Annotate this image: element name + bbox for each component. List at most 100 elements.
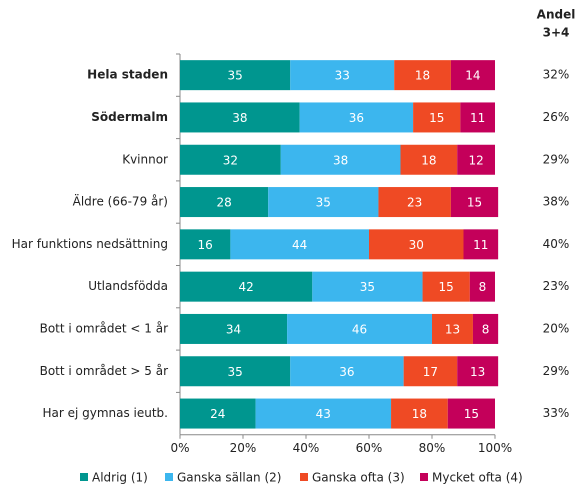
data-label: 36 — [339, 365, 354, 379]
bar-segment — [450, 60, 495, 91]
data-label: 42 — [239, 280, 254, 294]
bar-segment — [463, 229, 499, 260]
bar-segment — [230, 229, 369, 260]
data-label: 35 — [227, 69, 242, 83]
bar-segment — [180, 102, 300, 133]
legend-swatch — [420, 473, 428, 481]
legend-label: Ganska ofta (3) — [312, 471, 405, 485]
bar-segment — [432, 313, 473, 344]
bar-segment — [180, 398, 256, 429]
bar-segment — [280, 144, 401, 175]
data-label: 16 — [198, 238, 213, 252]
category-label: Utlandsfödda — [88, 279, 168, 293]
bar-segment — [180, 271, 313, 302]
category-label: Har funktions nedsättning — [12, 237, 168, 251]
bar-segment — [290, 60, 395, 91]
bar-segment — [403, 356, 458, 387]
legend-label: Aldrig (1) — [92, 471, 148, 485]
share-title: 3+4 — [543, 26, 570, 40]
bar-segment — [450, 187, 499, 218]
bar-segment — [180, 356, 291, 387]
data-label: 43 — [316, 407, 331, 421]
category-label: Bott i området > 5 år — [40, 364, 168, 378]
share-label: 29% — [543, 152, 570, 166]
share-label: 29% — [543, 364, 570, 378]
bar-segment — [447, 398, 495, 429]
data-label: 35 — [227, 365, 242, 379]
bar-segment — [460, 102, 495, 133]
bar-segment — [290, 356, 404, 387]
bar-segment — [457, 144, 495, 175]
category-label: Bott i området < 1 år — [40, 321, 168, 335]
category-label: Södermalm — [91, 110, 168, 124]
data-label: 14 — [465, 69, 480, 83]
bar-segment — [268, 187, 379, 218]
x-tick-label: 40% — [293, 441, 320, 455]
data-label: 38 — [333, 153, 348, 167]
x-tick-label: 20% — [230, 441, 257, 455]
share-label: 40% — [543, 237, 570, 251]
bar-segment — [180, 313, 288, 344]
data-label: 15 — [429, 111, 444, 125]
data-label: 12 — [468, 153, 483, 167]
category-label: Har ej gymnas ieutb. — [42, 406, 168, 420]
data-label: 13 — [470, 365, 485, 379]
legend-label: Ganska sällan (2) — [177, 471, 281, 485]
data-label: 24 — [210, 407, 225, 421]
data-label: 38 — [232, 111, 247, 125]
bar-segment — [378, 187, 451, 218]
legend-swatch — [165, 473, 173, 481]
bar-segment — [312, 271, 423, 302]
data-label: 33 — [335, 69, 350, 83]
x-tick-label: 80% — [419, 441, 446, 455]
bar-segment — [255, 398, 392, 429]
bar-segment — [400, 144, 458, 175]
x-tick-label: 100% — [478, 441, 512, 455]
x-tick-label: 60% — [356, 441, 383, 455]
share-label: 20% — [543, 321, 570, 335]
legend-swatch — [80, 473, 88, 481]
share-label: 32% — [543, 68, 570, 82]
bar-segment — [180, 187, 269, 218]
bar-segment — [180, 229, 231, 260]
bar-segment — [472, 313, 499, 344]
bar-segment — [180, 60, 291, 91]
data-label: 35 — [360, 280, 375, 294]
data-label: 18 — [412, 407, 427, 421]
data-label: 28 — [216, 196, 231, 210]
data-label: 13 — [445, 322, 460, 336]
data-label: 23 — [407, 196, 422, 210]
share-label: 26% — [543, 110, 570, 124]
bar-segment — [391, 398, 448, 429]
bar-segment — [394, 60, 451, 91]
data-label: 30 — [409, 238, 424, 252]
bar-segment — [299, 102, 414, 133]
data-label: 17 — [423, 365, 438, 379]
data-label: 44 — [292, 238, 307, 252]
legend-label: Mycket ofta (4) — [432, 471, 523, 485]
data-label: 15 — [464, 407, 479, 421]
data-label: 8 — [482, 322, 490, 336]
data-label: 32 — [223, 153, 238, 167]
share-label: 23% — [543, 279, 570, 293]
data-label: 15 — [439, 280, 454, 294]
category-label: Hela staden — [87, 68, 168, 82]
bar-segment — [413, 102, 461, 133]
share-label: 33% — [543, 406, 570, 420]
bar-segment — [369, 229, 464, 260]
bar-segment — [469, 271, 495, 302]
data-label: 11 — [470, 111, 485, 125]
category-label: Kvinnor — [122, 152, 168, 166]
data-label: 34 — [226, 322, 241, 336]
data-label: 11 — [473, 238, 488, 252]
data-label: 46 — [352, 322, 367, 336]
data-label: 18 — [421, 153, 436, 167]
category-label: Äldre (66-79 år) — [73, 194, 168, 209]
share-title: Andel — [537, 8, 576, 22]
bar-segment — [422, 271, 470, 302]
legend-swatch — [300, 473, 308, 481]
data-label: 35 — [316, 196, 331, 210]
data-label: 15 — [467, 196, 482, 210]
data-label: 8 — [479, 280, 487, 294]
